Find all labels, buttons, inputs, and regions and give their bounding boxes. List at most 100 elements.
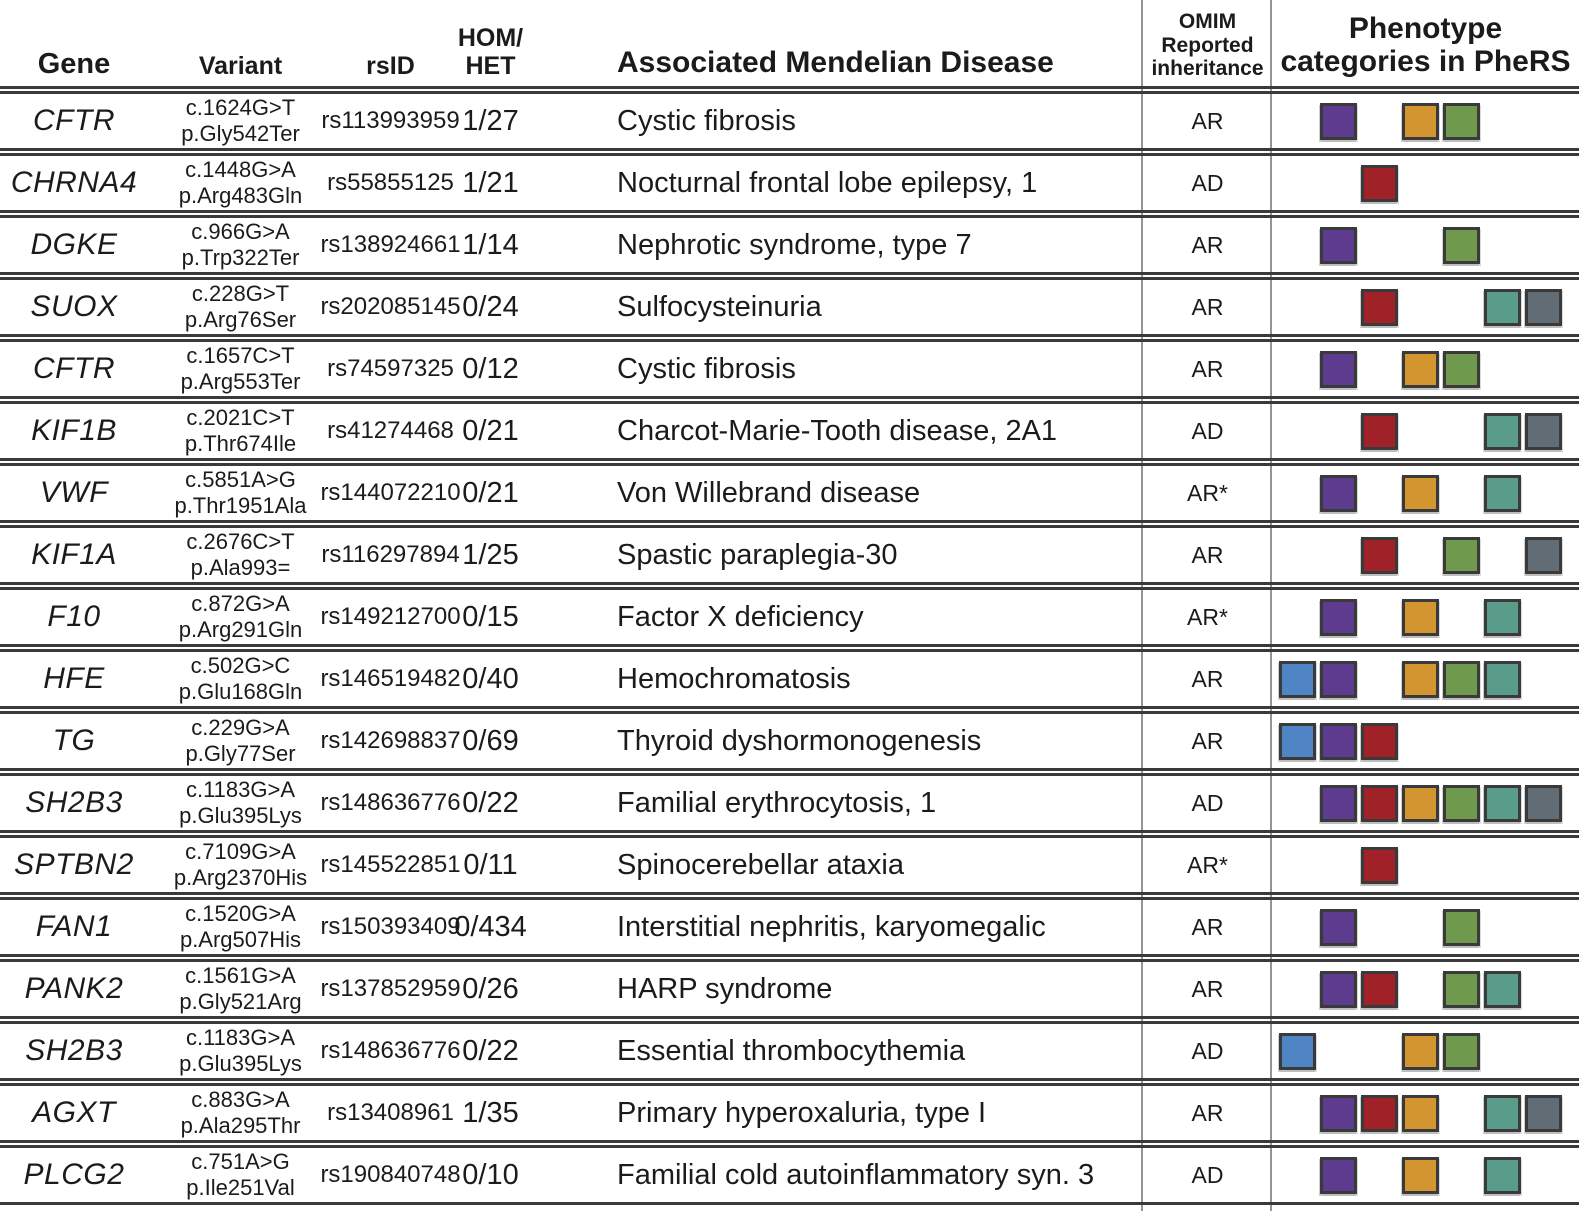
gene-cell: SH2B3: [25, 1034, 123, 1067]
phenotype-category-purple-square: [1320, 102, 1357, 140]
rsid-cell: rs202085145: [320, 293, 461, 320]
disease-cell: Essential thrombocythemia: [617, 1034, 966, 1067]
phenotype-category-red-square: [1361, 164, 1398, 202]
variant-protein: p.Glu395Lys: [179, 803, 302, 828]
gene-cell: FAN1: [35, 910, 113, 943]
phenotype-categories-cell: [1272, 652, 1579, 706]
variant-cell: c.2676C>T p.Ala993=: [148, 528, 333, 582]
disease-cell: Hemochromatosis: [617, 662, 851, 695]
gene-cell: HFE: [43, 662, 105, 695]
hom-het-cell: 0/11: [463, 848, 518, 881]
variant-cdna: c.7109G>A: [185, 839, 296, 865]
variant-protein: p.Gly521Arg: [179, 989, 302, 1014]
phenotype-category-red-square: [1361, 846, 1398, 884]
inheritance-cell: AR: [1191, 107, 1224, 134]
rsid-cell: rs145522851: [320, 851, 461, 878]
phenotype-category-red-square: [1361, 536, 1398, 574]
table-row: SPTBN2 c.7109G>A p.Arg2370His rs145522851 0/…: [0, 835, 1579, 895]
phenotype-category-orange-square: [1402, 474, 1439, 512]
phenotype-category-blue-square: [1279, 660, 1316, 698]
variant-protein: p.Gly542Ter: [181, 121, 300, 146]
phenotype-category-teal-square: [1484, 970, 1521, 1008]
disease-cell: Nocturnal frontal lobe epilepsy, 1: [617, 166, 1038, 199]
phenotype-category-orange-square: [1402, 1094, 1439, 1132]
variant-cdna: c.502G>C: [190, 653, 291, 679]
variant-cdna: c.751A>G: [191, 1149, 290, 1175]
disease-cell: Von Willebrand disease: [617, 476, 921, 509]
phenotype-category-orange-square: [1402, 102, 1439, 140]
rsid-cell: rs142698837: [320, 727, 461, 754]
phenotype-categories-cell: [1272, 714, 1579, 768]
variant-cell: c.1183G>A p.Glu395Lys: [148, 776, 333, 830]
variant-protein: p.Ala295Thr: [180, 1113, 301, 1138]
phenotype-category-green-square: [1443, 226, 1480, 264]
gene-cell: SH2B3: [25, 786, 123, 819]
phenotype-categories-cell: [1272, 404, 1579, 458]
phenotype-category-green-square: [1443, 970, 1480, 1008]
variant-cell: c.1520G>A p.Arg507His: [148, 900, 333, 954]
gene-cell: CFTR: [33, 352, 115, 385]
table-row: AGXT c.883G>A p.Ala295Thr rs13408961 1/35 Pri…: [0, 1083, 1579, 1143]
inheritance-cell: AR: [1191, 913, 1224, 940]
rsid-cell: rs13408961: [327, 1099, 454, 1126]
gene-cell: SPTBN2: [14, 848, 134, 881]
variant-cdna: c.1657C>T: [186, 343, 295, 369]
disease-cell: Nephrotic syndrome, type 7: [617, 228, 972, 261]
variant-protein: p.Thr674Ile: [184, 431, 297, 456]
table-rows: CFTR c.1624G>T p.Gly542Ter rs113993959 1/27 C…: [0, 91, 1579, 1205]
hom-het-cell: 0/24: [462, 290, 519, 323]
phenotype-category-green-square: [1443, 908, 1480, 946]
phenotype-category-teal-square: [1484, 784, 1521, 822]
table-row: CFTR c.1657C>T p.Arg553Ter rs74597325 0/12 Cy…: [0, 339, 1579, 399]
rsid-cell: rs148636776: [320, 1037, 461, 1064]
inheritance-cell: AD: [1191, 1161, 1224, 1188]
disease-cell: Thyroid dyshormonogenesis: [617, 724, 982, 757]
phenotype-category-red-square: [1361, 970, 1398, 1008]
phenotype-category-green-square: [1443, 660, 1480, 698]
table-row: PLCG2 c.751A>G p.Ile251Val rs190840748 0/10 F…: [0, 1145, 1579, 1205]
hom-het-cell: 0/22: [462, 1034, 519, 1067]
variant-protein: p.Arg553Ter: [180, 369, 301, 394]
variant-cdna: c.1183G>A: [185, 777, 296, 803]
variant-protein: p.Arg76Ser: [184, 307, 297, 332]
rsid-cell: rs150393409: [320, 913, 461, 940]
phenotype-category-orange-square: [1402, 598, 1439, 636]
variant-cell: c.966G>A p.Trp322Ter: [148, 218, 333, 272]
phenotype-category-red-square: [1361, 288, 1398, 326]
header-rsid: rsID: [366, 52, 415, 80]
phenotype-category-orange-square: [1402, 350, 1439, 388]
phenotype-categories-cell: [1272, 218, 1579, 272]
inheritance-cell: AR*: [1187, 851, 1228, 878]
table-row: KIF1A c.2676C>T p.Ala993= rs116297894 1/25 Sp…: [0, 525, 1579, 585]
phenotype-category-purple-square: [1320, 722, 1357, 760]
rsid-cell: rs190840748: [320, 1161, 461, 1188]
table-row: CHRNA4 c.1448G>A p.Arg483Gln rs55855125 1/21…: [0, 153, 1579, 213]
hom-het-cell: 0/40: [462, 662, 519, 695]
table-row: VWF c.5851A>G p.Thr1951Ala rs144072210 0/21 V…: [0, 463, 1579, 523]
inheritance-cell: AR*: [1187, 603, 1228, 630]
rsid-cell: rs41274468: [327, 417, 454, 444]
column-divider-omim-phenotype: [1270, 0, 1272, 1211]
phenotype-category-green-square: [1443, 350, 1480, 388]
variant-cell: c.5851A>G p.Thr1951Ala: [148, 466, 333, 520]
inheritance-cell: AR: [1191, 541, 1224, 568]
phenotype-category-green-square: [1443, 1032, 1480, 1070]
phenotype-categories-cell: [1272, 962, 1579, 1016]
phenotype-category-purple-square: [1320, 598, 1357, 636]
gene-cell: SUOX: [30, 290, 118, 323]
disease-cell: Primary hyperoxaluria, type I: [617, 1096, 987, 1129]
hom-het-cell: 1/25: [462, 538, 519, 571]
disease-cell: Familial erythrocytosis, 1: [617, 786, 937, 819]
phenotype-category-green-square: [1443, 784, 1480, 822]
disease-cell: Sulfocysteinuria: [617, 290, 822, 323]
variant-cdna: c.1448G>A: [185, 157, 296, 183]
variant-cdna: c.2021C>T: [186, 405, 295, 431]
inheritance-cell: AD: [1191, 789, 1224, 816]
phenotype-category-orange-square: [1402, 660, 1439, 698]
inheritance-cell: AD: [1191, 1037, 1224, 1064]
variant-cell: c.751A>G p.Ile251Val: [148, 1148, 333, 1202]
rsid-cell: rs149212700: [320, 603, 461, 630]
phenotype-category-purple-square: [1320, 1156, 1357, 1194]
phenotype-categories-cell: [1272, 1148, 1579, 1202]
disease-cell: Familial cold autoinflammatory syn. 3: [617, 1158, 1095, 1191]
